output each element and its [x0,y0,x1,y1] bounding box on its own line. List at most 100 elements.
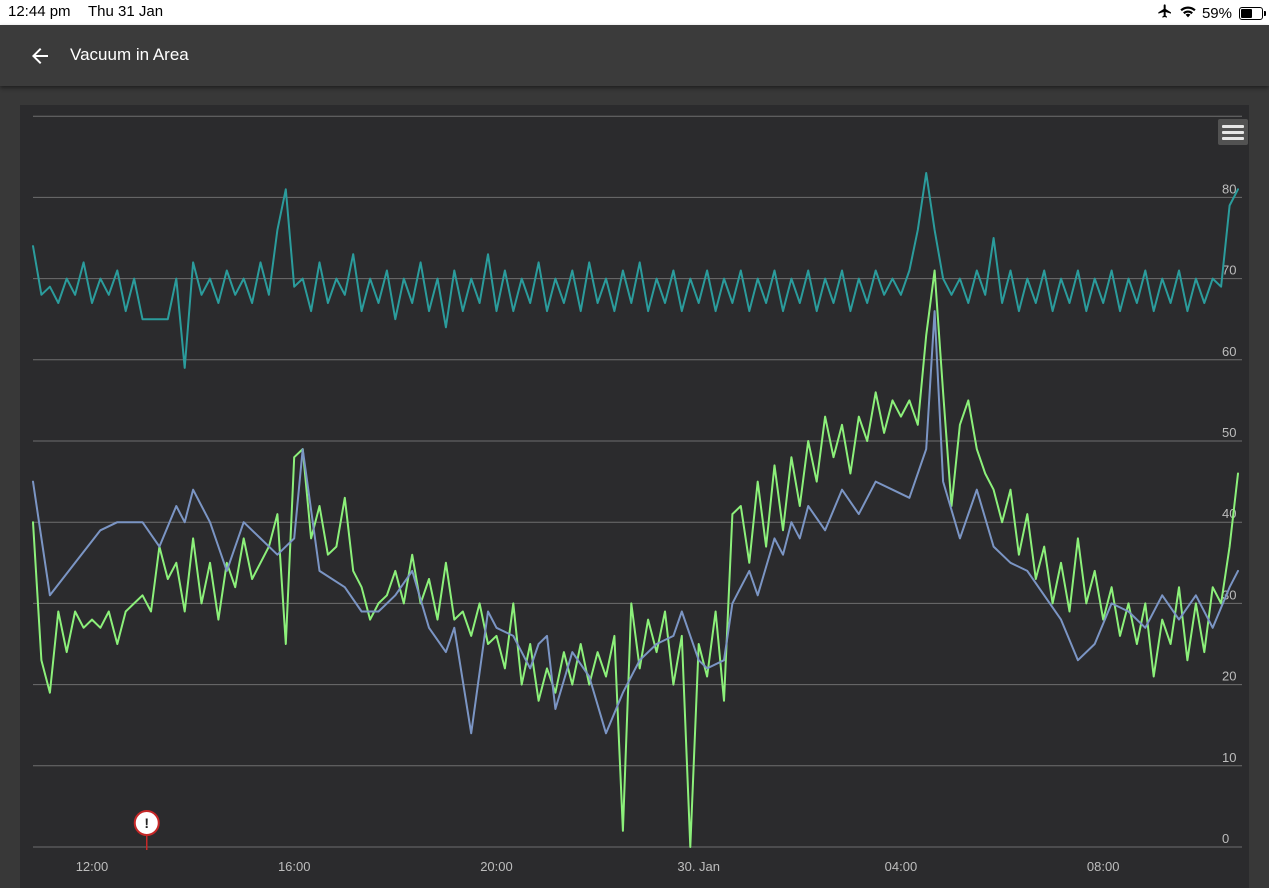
data-point [529,643,531,645]
data-point [908,399,910,401]
data-point [613,635,615,637]
data-point [1119,310,1121,312]
data-point [1212,277,1214,279]
data-point [571,683,573,685]
data-point [790,277,792,279]
data-point [1203,651,1205,653]
series-line-2 [32,269,1239,848]
back-button[interactable] [24,41,56,71]
data-point [630,602,632,604]
data-point [740,269,742,271]
data-point [470,732,472,734]
data-point [200,602,202,604]
data-point [740,586,742,588]
annotation-marker[interactable] [133,810,160,836]
data-point [1237,570,1239,572]
x-tick-label: 16:00 [278,859,311,874]
x-tick-label: 30. Jan [677,859,720,874]
arrow-left-icon [32,48,48,64]
data-point [344,586,346,588]
data-point [807,269,809,271]
data-point [1051,310,1053,312]
data-point [790,521,792,523]
data-point [141,594,143,596]
data-point [32,245,34,247]
data-point [226,570,228,572]
data-point [1212,627,1214,629]
data-point [377,302,379,304]
data-point [849,310,851,312]
data-point [883,294,885,296]
data-point [942,277,944,279]
data-point [327,554,329,556]
data-point [377,602,379,604]
data-point [580,643,582,645]
data-point [765,545,767,547]
data-point [1060,618,1062,620]
data-point [1077,537,1079,539]
data-point [748,570,750,572]
menu-icon-bar [1222,136,1244,140]
data-point [1026,277,1028,279]
data-point [622,269,624,271]
data-point [1085,310,1087,312]
data-point [723,659,725,661]
data-point [908,269,910,271]
data-point [141,318,143,320]
data-point [445,562,447,564]
data-point [403,277,405,279]
data-point [436,618,438,620]
data-point [394,570,396,572]
data-point [1178,618,1180,620]
data-point [647,618,649,620]
data-point [723,700,725,702]
data-point [125,610,127,612]
data-point [832,456,834,458]
data-point [411,554,413,556]
data-point [773,269,775,271]
data-point [588,683,590,685]
status-date: Thu 31 Jan [88,3,164,20]
chart-menu-button[interactable] [1218,119,1248,145]
data-point [1077,659,1079,661]
data-point [706,667,708,669]
data-point [563,302,565,304]
data-point [217,618,219,620]
data-point [57,302,59,304]
data-point [967,302,969,304]
data-point [942,391,944,393]
data-point [757,480,759,482]
battery-percent: 59% [1201,4,1232,22]
data-point [478,602,480,604]
data-point [276,229,278,231]
data-point [900,294,902,296]
data-point [1144,602,1146,604]
data-point [184,610,186,612]
wifi-icon [1179,4,1197,22]
data-point [428,578,430,580]
data-point [487,610,489,612]
data-point [639,667,641,669]
data-point [175,505,177,507]
data-point [360,310,362,312]
data-point [453,618,455,620]
data-point [209,277,211,279]
data-point [824,415,826,417]
data-point [302,448,304,450]
data-point [1228,204,1230,206]
data-point [318,261,320,263]
data-point [546,667,548,669]
data-point [344,497,346,499]
data-point [655,277,657,279]
data-point [672,269,674,271]
data-point [133,602,135,604]
data-point [529,302,531,304]
data-point [554,277,556,279]
data-point [799,505,801,507]
data-point [571,651,573,653]
data-point [773,464,775,466]
data-point [285,188,287,190]
data-point [521,683,523,685]
data-point [150,610,152,612]
